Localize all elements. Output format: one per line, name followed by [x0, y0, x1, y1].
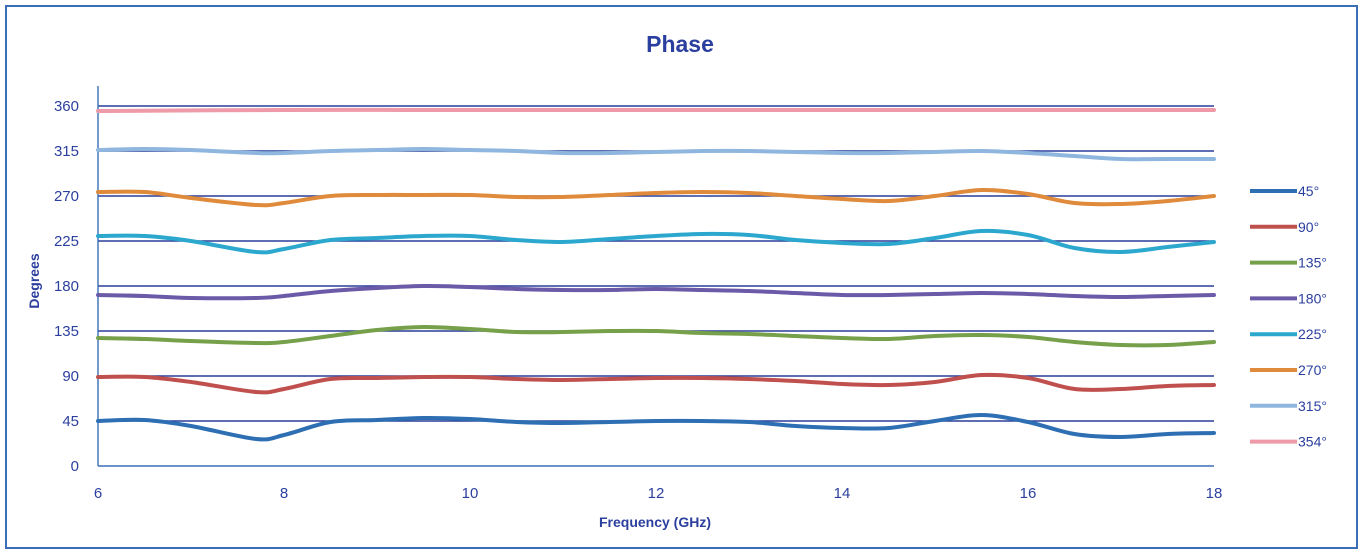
- axes: [97, 86, 1214, 467]
- x-tick-label: 18: [1206, 485, 1223, 502]
- series-line-3: [96, 283, 1216, 301]
- x-tick-label: 12: [648, 485, 665, 502]
- series-line-7: [96, 107, 1216, 113]
- series-line-4: [96, 228, 1216, 255]
- chart-title: Phase: [646, 31, 714, 57]
- legend-label: 315°: [1298, 398, 1327, 414]
- series-line-0: [96, 412, 1216, 442]
- x-tick-label: 16: [1020, 485, 1037, 502]
- y-tick-label: 225: [54, 233, 79, 250]
- x-tick-label: 14: [834, 485, 851, 502]
- legend-label: 225°: [1298, 326, 1327, 342]
- chart-frame: [5, 5, 1358, 549]
- legend-label: 45°: [1298, 183, 1319, 199]
- x-tick-labels: 6 8 10 12 14 16 18: [94, 485, 1223, 502]
- legend: 45° 90° 135° 180° 225° 270° 315° 354°: [1250, 183, 1327, 450]
- x-axis-label: Frequency (GHz): [599, 514, 711, 530]
- y-tick-label: 270: [54, 188, 79, 205]
- series-lines: [96, 107, 1216, 442]
- y-tick-label: 315: [54, 143, 79, 160]
- y-tick-label: 180: [54, 278, 79, 295]
- y-tick-label: 90: [62, 368, 79, 385]
- legend-label: 354°: [1298, 434, 1327, 450]
- y-axis-label: Degrees: [26, 253, 42, 308]
- legend-label: 270°: [1298, 362, 1327, 378]
- y-tick-label: 0: [71, 458, 79, 475]
- legend-label: 90°: [1298, 219, 1319, 235]
- series-line-1: [96, 372, 1216, 395]
- x-tick-label: 6: [94, 485, 102, 502]
- y-tick-label: 135: [54, 323, 79, 340]
- y-tick-label: 45: [62, 413, 79, 430]
- y-tick-label: 360: [54, 98, 79, 115]
- series-line-5: [96, 187, 1216, 208]
- x-tick-label: 10: [462, 485, 479, 502]
- legend-label: 180°: [1298, 290, 1327, 306]
- series-line-6: [96, 147, 1216, 162]
- series-line-2: [96, 324, 1216, 348]
- y-tick-labels: 0 45 90 135 180 225 270 315 360: [54, 98, 79, 475]
- legend-label: 135°: [1298, 255, 1327, 271]
- x-tick-label: 8: [280, 485, 288, 502]
